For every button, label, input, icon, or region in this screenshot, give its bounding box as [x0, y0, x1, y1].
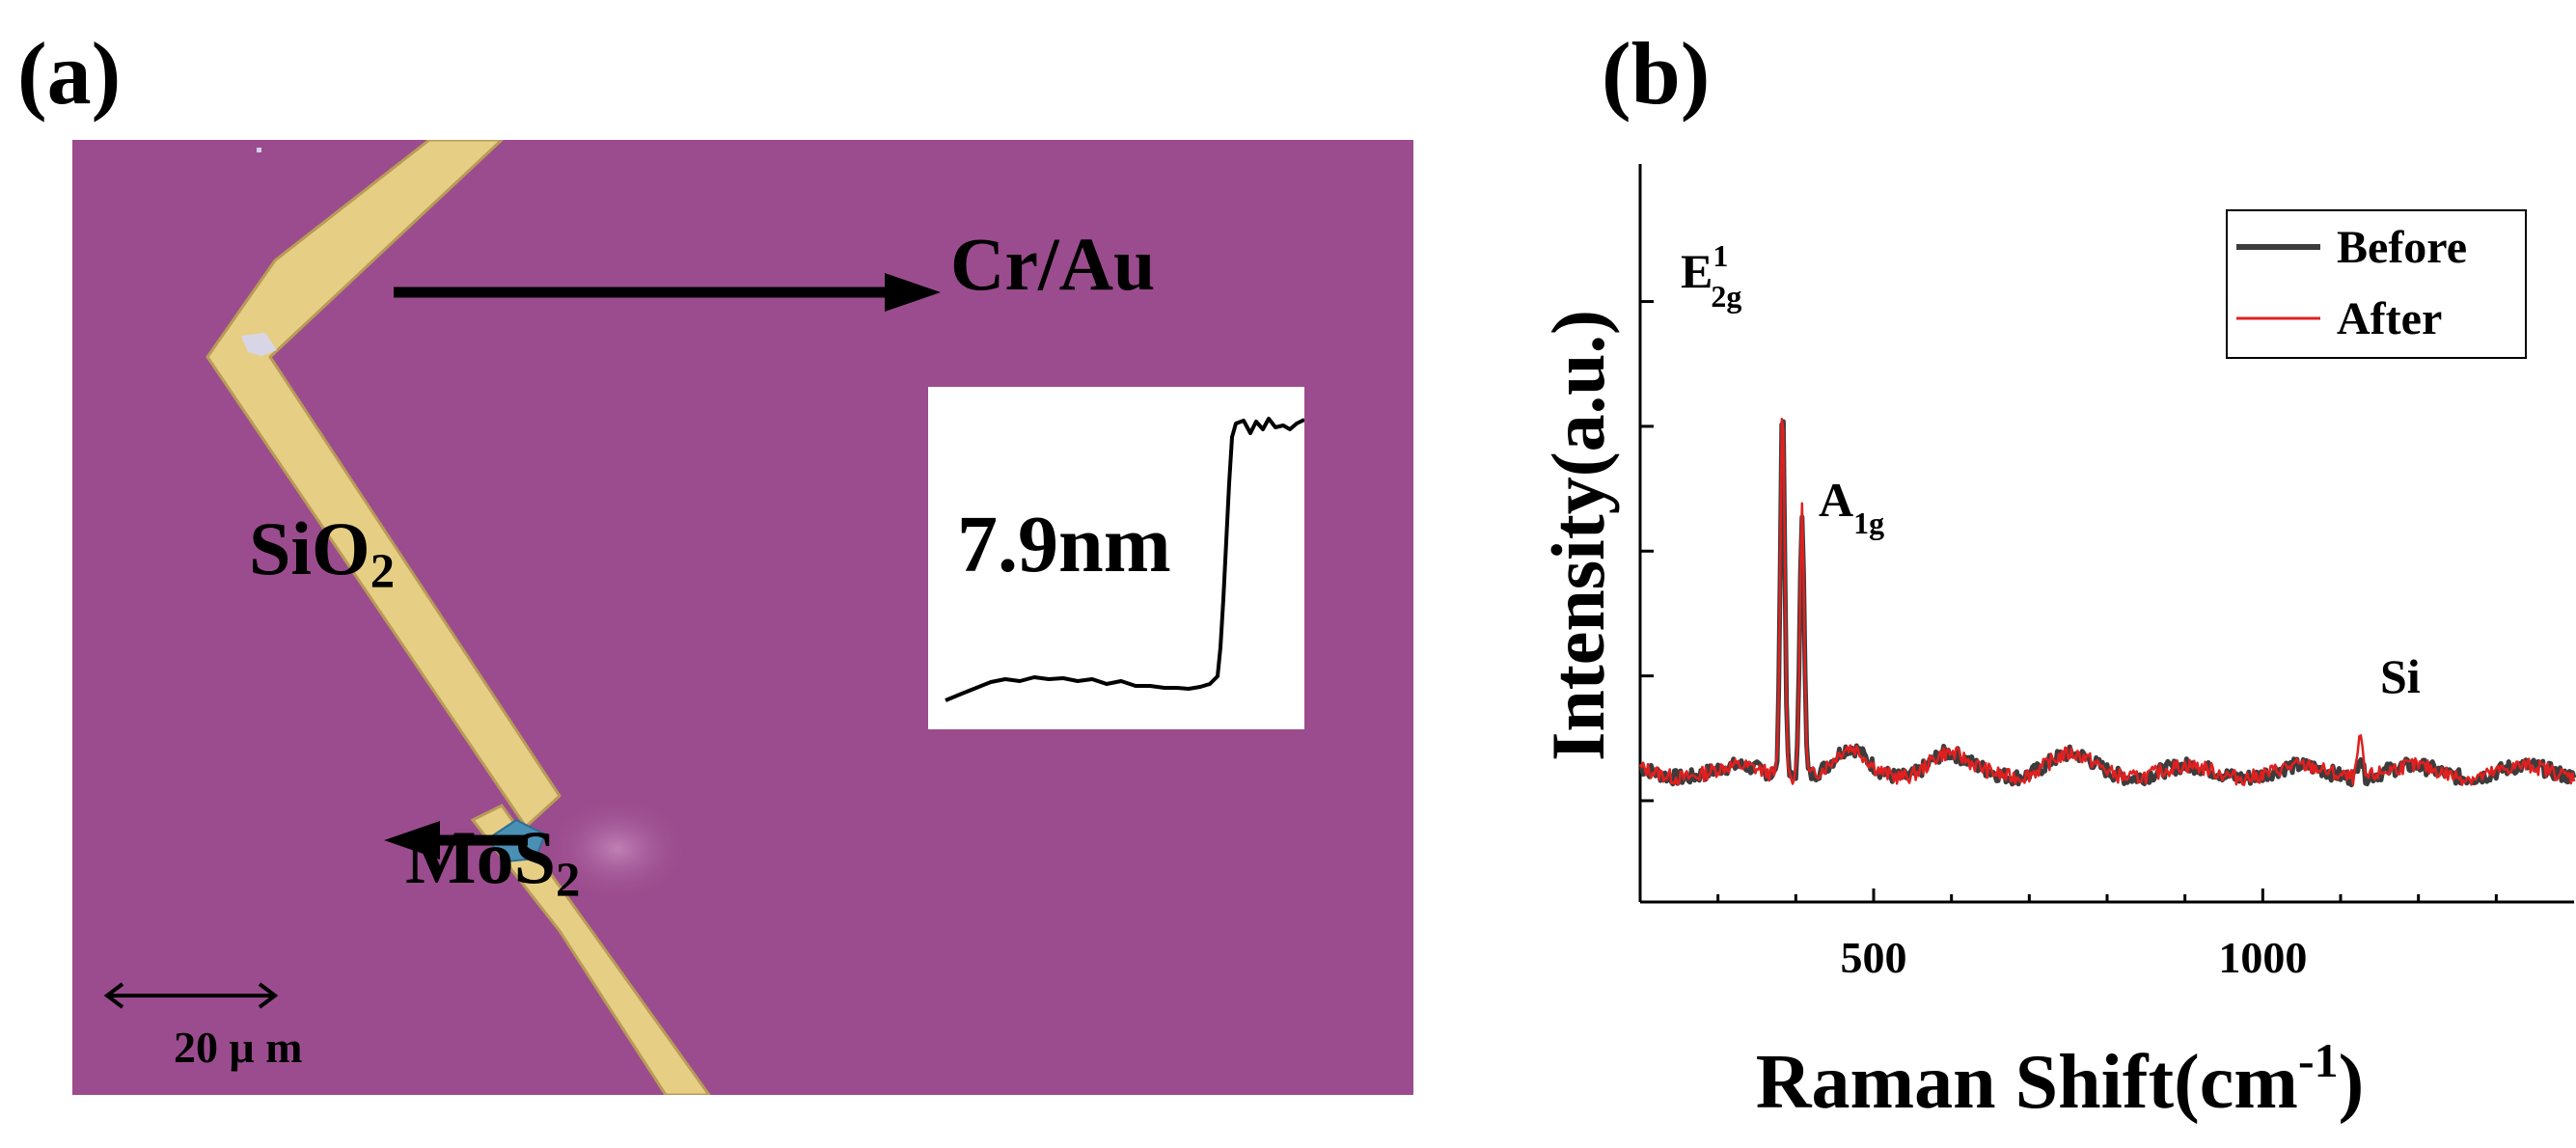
arrow-to-electrode — [394, 273, 941, 312]
optical-micrograph: SiO2 Cr/Au MoS2 20 μ m 7.9nm — [72, 140, 1413, 1095]
mos2-label: MoS2 — [405, 815, 581, 908]
lower-electrode — [470, 804, 711, 1095]
afm-height-profile-inset: 7.9nm — [928, 387, 1305, 729]
step-height-label: 7.9nm — [957, 500, 1171, 589]
x-axis-label: Raman Shift(cm-1) — [1756, 1033, 2364, 1125]
x-tick-label: 500 — [1841, 933, 1907, 982]
height-profile-plot — [945, 417, 1305, 702]
panel-a-label: (a) — [17, 24, 122, 123]
legend-label-after: After — [2337, 293, 2442, 344]
cr-au-electrode — [206, 140, 562, 829]
cr-au-label: Cr/Au — [950, 222, 1156, 306]
annotation-e2g: E1 2g — [1681, 238, 1741, 314]
panel-b-label: (b) — [1602, 24, 1711, 123]
arrow-to-flake — [384, 821, 528, 860]
plot-area: 500 1000 — [1638, 164, 2576, 982]
scale-bar — [103, 982, 279, 1009]
y-ticks — [1640, 300, 1654, 803]
sio2-label: SiO2 — [249, 506, 396, 599]
raman-chart: 500 1000 Intensity(a.u.) Raman Shift(cm-1… — [1536, 164, 2576, 1125]
annotation-a1g: A1g — [1819, 473, 1884, 540]
annotation-si: Si — [2380, 649, 2421, 703]
series-after-line — [1638, 418, 2576, 786]
speck — [257, 148, 261, 152]
x-ticks: 500 1000 — [1716, 888, 2498, 982]
substrate-haze — [545, 796, 690, 902]
micrograph-drawing — [103, 140, 941, 1095]
legend: Before After — [2226, 209, 2527, 359]
height-profile-line — [945, 417, 1305, 702]
scale-bar-label: 20 μ m — [174, 1023, 303, 1072]
x-tick-label: 1000 — [2218, 933, 2307, 982]
legend-label-before: Before — [2337, 222, 2467, 273]
legend-box — [2226, 209, 2527, 359]
y-axis-label: Intensity(a.u.) — [1536, 310, 1620, 761]
debris — [241, 333, 277, 356]
